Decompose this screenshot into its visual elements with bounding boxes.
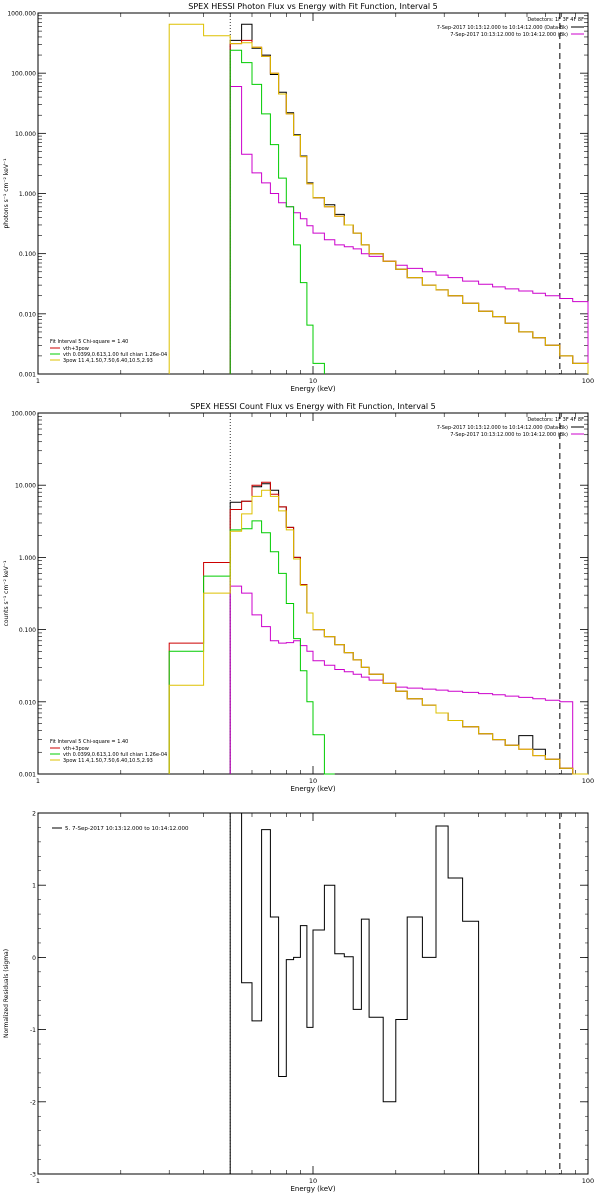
y-tick-label: 2 — [32, 811, 36, 818]
x-tick-label: 1 — [36, 1177, 40, 1185]
series-line-1 — [229, 23, 589, 374]
fit-range-markers — [229, 13, 561, 374]
legend-header: Detectors: 1F 3F 4F 8F — [527, 417, 584, 423]
legend-entry-label: 7-Sep-2017 10:13:12.000 to 10:14:12.000 … — [450, 32, 568, 38]
legend-entry-label: vth 0.0399,0.613,1.00 full chian 1.26e-0… — [63, 352, 167, 358]
x-ticks: 1 10 100 — [36, 813, 594, 1185]
y-tick-label: 0.010 — [19, 699, 36, 706]
y-tick-label: -2 — [30, 1099, 36, 1106]
y-tick-label: 1 — [32, 883, 36, 890]
x-ticks: 1 10 100 — [36, 13, 594, 385]
chart-title: SPEX HESSI Photon Flux vs Energy with Fi… — [188, 2, 438, 11]
series-line-1 — [229, 812, 493, 1175]
legend-bottom-left: Fit Interval 5 Chi-square = 1.40vth+3pow… — [50, 739, 167, 764]
y-ticks: 0.001 0.010 0.100 1.000 10.000 100.000 — [11, 411, 588, 779]
x-axis-label: Energy (keV) — [290, 1185, 335, 1193]
legend-entry-label: 7-Sep-2017 10:13:12.000 to 10:14:12.000 … — [437, 25, 568, 31]
y-axis-label: counts s⁻¹ cm⁻² keV⁻¹ — [3, 560, 10, 626]
legend-entry-label: 5. 7-Sep-2017 10:13:12.000 to 10:14:12.0… — [65, 826, 189, 832]
y-tick-label: -1 — [30, 1027, 36, 1034]
x-tick-label: 10 — [309, 377, 317, 385]
y-tick-label: 10.000 — [15, 483, 36, 490]
y-tick-label: 0.100 — [19, 627, 36, 634]
legend-top-right: Detectors: 1F 3F 4F 8F 7-Sep-2017 10:13:1… — [437, 417, 584, 438]
legend-bottom-left: Fit Interval 5 Chi-square = 1.40vth+3pow… — [50, 339, 167, 364]
series-line-5 — [168, 489, 588, 775]
series-line-1 — [229, 483, 588, 775]
legend-top-right: Detectors: 1F 3F 4F 8F 7-Sep-2017 10:13:1… — [437, 17, 584, 38]
series-group — [168, 23, 589, 374]
chart-panel-1: SPEX HESSI Photon Flux vs Energy with Fi… — [3, 2, 594, 393]
legend-entry-label: vth+3pow — [63, 346, 89, 352]
series-group — [229, 812, 493, 1175]
y-axis-label: Normalized Residuals (sigma) — [3, 949, 10, 1038]
y-tick-label: 0.100 — [19, 251, 36, 258]
x-ticks: 1 10 100 — [36, 413, 594, 785]
y-tick-label: 0.001 — [19, 372, 36, 379]
legend-entry-label: 3pow 11.4,1.50,7.50,6.40,10.5,2.93 — [63, 358, 153, 364]
y-axis-label: photons s⁻¹ cm⁻² keV⁻¹ — [3, 158, 10, 229]
y-tick-label: 0.010 — [19, 311, 36, 318]
x-tick-label: 10 — [309, 1177, 317, 1185]
x-tick-label: 100 — [582, 377, 594, 385]
y-tick-label: 100.000 — [11, 71, 36, 78]
chart-panel-3: Energy (keV) Normalized Residuals (sigma)… — [3, 811, 594, 1194]
legend-entry-label: vth+3pow — [63, 746, 89, 752]
y-tick-label: 10.000 — [15, 131, 36, 138]
chart-panel-2: SPEX HESSI Count Flux vs Energy with Fit… — [3, 402, 594, 793]
x-tick-label: 1 — [36, 377, 40, 385]
y-tick-label: -3 — [30, 1172, 36, 1179]
legend-header: Fit Interval 5 Chi-square = 1.40 — [50, 339, 128, 345]
legend-residuals: 5. 7-Sep-2017 10:13:12.000 to 10:14:12.0… — [52, 826, 189, 832]
y-tick-label: 1.000 — [19, 191, 36, 198]
series-line-2 — [229, 585, 588, 775]
x-tick-label: 100 — [582, 1177, 594, 1185]
series-line-4 — [168, 520, 335, 775]
y-tick-label: 1000.000 — [7, 11, 36, 18]
legend-header: Fit Interval 5 Chi-square = 1.40 — [50, 739, 128, 745]
series-line-3 — [229, 39, 589, 374]
x-tick-label: 10 — [309, 777, 317, 785]
x-tick-label: 100 — [582, 777, 594, 785]
y-tick-label: 100.000 — [11, 411, 36, 418]
y-tick-label: 1.000 — [19, 555, 36, 562]
chart-title: SPEX HESSI Count Flux vs Energy with Fit… — [190, 402, 435, 411]
y-tick-label: 0 — [32, 955, 36, 962]
x-axis-label: Energy (keV) — [290, 385, 335, 393]
legend-entry-label: 7-Sep-2017 10:13:12.000 to 10:14:12.000 … — [450, 432, 568, 438]
series-line-2 — [229, 86, 589, 374]
series-group — [168, 481, 588, 775]
series-line-4 — [229, 49, 325, 374]
fit-range-markers — [229, 413, 561, 774]
y-ticks: -3 -2 -1 0 1 2 — [30, 811, 588, 1179]
legend-entry-label: vth 0.0399,0.613,1.00 full chian 1.26e-0… — [63, 752, 167, 758]
y-ticks: 0.001 0.010 0.100 1.000 10.000 100.000 1000.00… — [7, 11, 588, 379]
series-line-3 — [168, 481, 588, 775]
legend-entry-label: 7-Sep-2017 10:13:12.000 to 10:14:12.000 … — [437, 425, 568, 431]
fit-range-markers — [229, 813, 561, 1174]
legend-header: Detectors: 1F 3F 4F 8F — [527, 17, 584, 23]
legend-entry-label: 3pow 11.4,1.50,7.50,6.40,10.5,2.93 — [63, 758, 153, 764]
x-axis-label: Energy (keV) — [290, 785, 335, 793]
series-line-5 — [168, 23, 589, 374]
x-tick-label: 1 — [36, 777, 40, 785]
y-tick-label: 0.001 — [19, 772, 36, 779]
